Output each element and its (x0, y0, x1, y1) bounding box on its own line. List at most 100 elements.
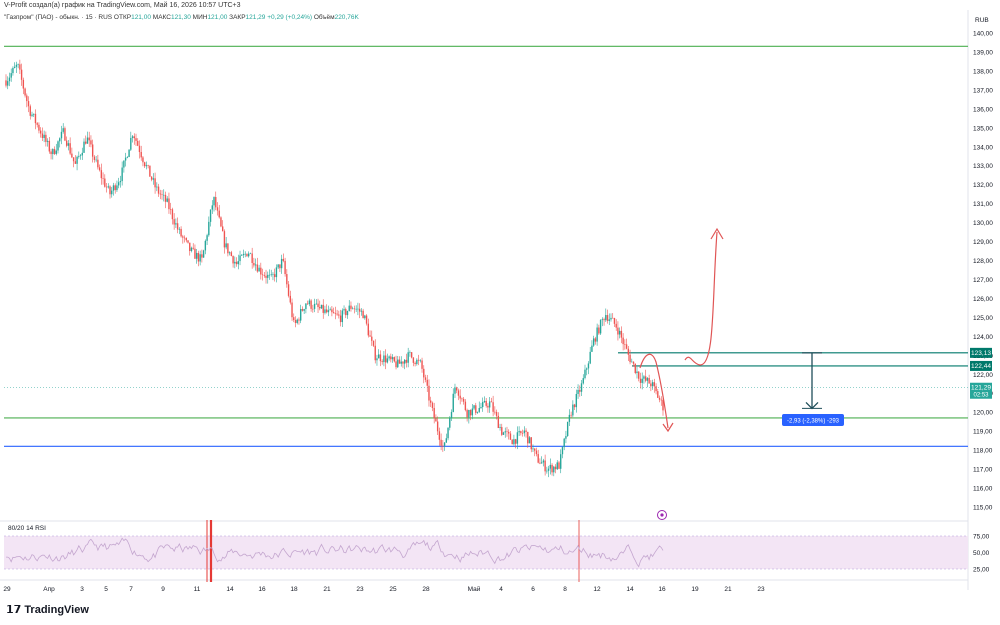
candle-body (308, 300, 311, 305)
open-value: 121,00 (131, 14, 151, 21)
candle-body (391, 357, 394, 360)
candle-body (34, 113, 37, 124)
measure-label-box (782, 414, 844, 426)
candle-body (145, 165, 148, 167)
candle-body (156, 186, 158, 188)
candle-body (442, 445, 444, 447)
candle-body (268, 274, 271, 276)
candle-body (606, 315, 609, 321)
candle-body (105, 186, 108, 188)
candle-body (194, 248, 196, 259)
candle-body (584, 369, 586, 379)
candle-body (466, 410, 468, 418)
candle-body (164, 194, 167, 202)
x-tick-label: 23 (757, 586, 765, 593)
candle-body (662, 399, 664, 411)
candle-body (410, 352, 413, 358)
candle-body (482, 402, 484, 408)
candle-body (345, 309, 347, 316)
y-tick-label: 128,00 (973, 258, 993, 265)
candle-body (447, 427, 449, 439)
y-tick-label: 116,00 (973, 486, 993, 493)
candle-body (319, 307, 321, 309)
candle-body (74, 161, 77, 164)
candle-body (648, 378, 650, 384)
candle-body (317, 303, 319, 308)
candle-body (121, 167, 123, 182)
candle-body (610, 317, 612, 320)
candle-body (582, 378, 584, 384)
candle-body (293, 317, 295, 321)
y-tick-label: 132,00 (973, 182, 993, 189)
candle-body (131, 136, 134, 138)
candle-body (386, 358, 389, 363)
candle-body (371, 336, 373, 341)
candle-body (254, 264, 257, 266)
y-tick-label: 125,00 (973, 315, 993, 322)
candle-body (592, 338, 595, 346)
candle-body (325, 309, 328, 313)
candle-body (201, 254, 203, 258)
candle-body (137, 140, 139, 146)
candle-body (544, 460, 546, 472)
candle-body (617, 327, 619, 335)
volume-value: 220,76K (334, 14, 359, 21)
candle-body (412, 357, 415, 363)
candle-body (128, 149, 130, 158)
candle-body (405, 359, 408, 363)
candle-body (192, 247, 194, 249)
candle-body (400, 361, 402, 364)
candle-body (473, 405, 475, 409)
candle-body (168, 198, 170, 210)
candle-body (169, 209, 172, 210)
y-tick-label: 139,00 (973, 49, 993, 56)
candle-body (45, 134, 47, 142)
candle-body (195, 252, 198, 259)
candle-body (553, 466, 555, 473)
candle-body (154, 178, 156, 188)
candle-body (69, 143, 71, 154)
candle-body (20, 69, 23, 80)
candle-body (263, 275, 265, 276)
candle-body (247, 253, 250, 257)
candle-body (315, 303, 317, 305)
candle-body (41, 133, 44, 138)
candle-body (625, 344, 628, 349)
candle-body (85, 141, 87, 144)
candle-body (624, 344, 626, 345)
y-tick-label: 129,00 (973, 239, 993, 246)
tv-logo-icon: 𝟭𝟳 (6, 604, 22, 616)
candle-body (485, 400, 487, 406)
candle-body (631, 361, 633, 363)
candle-body (48, 140, 51, 152)
candle-body (591, 345, 593, 352)
candle-body (430, 400, 432, 403)
candle-body (374, 345, 376, 361)
candle-body (242, 253, 245, 256)
candle-body (17, 64, 19, 65)
brand-name: TradingView (24, 604, 89, 616)
candle-body (239, 255, 241, 262)
event-marker-dot (660, 513, 664, 517)
candle-body (282, 258, 285, 261)
candle-body (8, 77, 11, 82)
candle-body (187, 240, 189, 243)
candle-body (527, 431, 529, 444)
candle-body (286, 274, 288, 285)
candle-body (166, 198, 168, 202)
candle-body (644, 376, 647, 381)
candle-body (431, 402, 434, 408)
candle-body (646, 378, 649, 381)
candle-body (324, 309, 326, 313)
candle-body (237, 261, 239, 265)
candle-body (213, 197, 215, 206)
candle-body (613, 318, 616, 324)
up-arrow-path (684, 231, 718, 366)
candle-body (306, 303, 309, 305)
candle-body (303, 309, 305, 311)
candle-body (428, 385, 430, 401)
candle-body (163, 194, 165, 196)
candle-body (414, 362, 416, 364)
symbol-name[interactable]: "Газпром" (ПАО) - обыкн. · 15 · RUS (4, 14, 113, 21)
